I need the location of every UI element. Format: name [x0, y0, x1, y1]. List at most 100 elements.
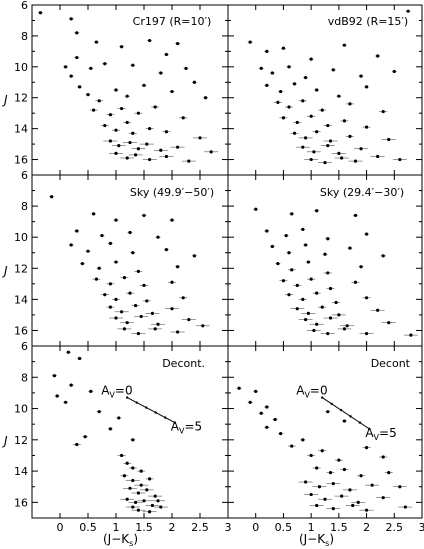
data-point [131, 63, 135, 67]
data-point [295, 283, 299, 287]
data-point [348, 102, 352, 106]
data-point [279, 89, 283, 94]
data-point [94, 40, 98, 44]
data-point [295, 307, 299, 311]
data-point [265, 405, 269, 409]
data-point [387, 321, 391, 325]
data-point [309, 277, 313, 281]
data-point [156, 499, 160, 503]
data-point [114, 297, 118, 301]
panel-title: Decont [371, 357, 411, 370]
data-point [259, 411, 263, 415]
data-point [340, 156, 344, 160]
data-point [125, 321, 129, 325]
data-point [131, 438, 135, 442]
data-point [312, 150, 316, 154]
data-point [120, 45, 124, 49]
data-point [237, 386, 241, 390]
reddening-vector-mark [358, 421, 362, 424]
data-point [364, 331, 369, 336]
data-point [287, 105, 291, 109]
data-point [114, 88, 118, 92]
data-point [290, 444, 294, 448]
data-point [134, 303, 138, 308]
panel-frame [227, 174, 423, 347]
data-point [108, 139, 112, 143]
data-point [114, 128, 118, 132]
y-tick-label: 16 [14, 496, 28, 509]
x-axis-label-left-sub: s [129, 539, 133, 548]
data-point [317, 485, 322, 489]
reddening-end-label: AV=5 [365, 426, 396, 442]
y-tick-label: 8 [21, 371, 28, 384]
data-point [287, 293, 291, 297]
data-point [136, 508, 140, 512]
data-point [164, 130, 168, 134]
data-point [86, 93, 90, 97]
data-point [192, 254, 196, 258]
data-point [276, 100, 280, 104]
data-point [337, 94, 341, 98]
data-point [164, 52, 168, 57]
data-point [78, 85, 82, 89]
data-point [315, 209, 319, 213]
data-point [69, 17, 73, 21]
data-point [353, 280, 358, 284]
data-point [301, 145, 305, 149]
data-point [342, 119, 346, 123]
data-point [164, 248, 168, 252]
data-point [117, 416, 121, 420]
data-point [69, 383, 73, 387]
data-point [142, 83, 146, 87]
data-point [153, 494, 157, 498]
data-point [337, 313, 341, 317]
data-point [281, 116, 286, 120]
y-tick-label: 12 [14, 434, 28, 447]
data-point [348, 134, 352, 138]
data-point [142, 283, 146, 287]
data-point [201, 324, 205, 328]
data-point [108, 241, 112, 245]
data-point [301, 99, 305, 103]
y-tick-label: 8 [21, 30, 28, 43]
data-point [38, 11, 43, 15]
x-tick-label: 0 [252, 521, 259, 534]
data-point [342, 43, 346, 47]
panel-title: Sky (29.4′−30′) [320, 186, 404, 199]
data-point [156, 322, 160, 326]
data-point [406, 9, 410, 13]
data-point [108, 427, 112, 431]
data-point [100, 234, 104, 238]
x-tick-label: 0.5 [79, 521, 97, 534]
data-point [381, 455, 385, 459]
data-point [108, 282, 112, 286]
data-point [281, 279, 286, 283]
panel-top-left: 6 8 10 12 14 16 Cr197 (R=10′) [14, 0, 229, 176]
data-point [117, 144, 121, 148]
x-tick-label: 2.5 [386, 521, 404, 534]
y-tick-label: 16 [14, 154, 28, 167]
x-tick-label: 2 [169, 521, 176, 534]
data-point [159, 148, 163, 152]
data-point [292, 131, 297, 135]
data-point [69, 74, 73, 78]
data-point [136, 147, 140, 151]
data-point [337, 458, 341, 462]
data-point [273, 417, 277, 422]
data-point [128, 140, 132, 145]
data-point [309, 157, 313, 162]
data-point [153, 327, 157, 331]
data-point [326, 271, 330, 275]
data-point [55, 394, 59, 398]
y-tick-label: 12 [14, 92, 28, 105]
data-point [89, 389, 93, 393]
data-point [328, 316, 333, 320]
data-point [326, 123, 330, 128]
data-point [270, 244, 274, 249]
data-point [364, 508, 369, 512]
reddening-vector-mark [154, 411, 157, 414]
data-point [156, 235, 160, 239]
y-tick-label: 10 [14, 61, 28, 74]
data-point [150, 311, 154, 315]
y-tick-label: 14 [14, 293, 28, 306]
